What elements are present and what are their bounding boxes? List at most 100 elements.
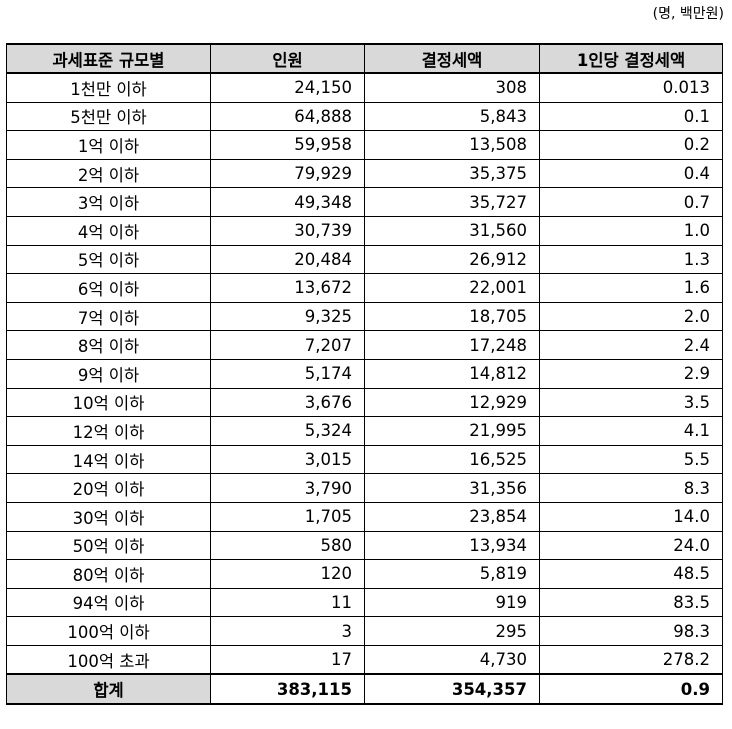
bracket-cell: 14억 이하: [6, 444, 211, 475]
table-row: 94억 이하 11 919 83.5: [6, 587, 723, 618]
tax-amount-cell: 5,843: [364, 101, 540, 132]
bracket-cell: 50억 이하: [6, 530, 211, 561]
persons-cell: 7,207: [210, 330, 365, 360]
persons-cell: 120: [210, 559, 365, 589]
tax-amount-cell: 13,934: [364, 530, 540, 561]
header-bracket: 과세표준 규모별: [6, 43, 211, 74]
table-row: 4억 이하 30,739 31,560 1.0: [6, 215, 723, 246]
bracket-cell: 2억 이하: [6, 158, 211, 189]
tax-per-person-cell: 1.6: [539, 273, 723, 303]
table-row: 100억 이하 3 295 98.3: [6, 616, 723, 646]
persons-cell: 3,676: [210, 387, 365, 418]
tax-per-person-cell: 278.2: [539, 644, 723, 675]
table-row: 20억 이하 3,790 31,356 8.3: [6, 473, 723, 503]
table-row: 3억 이하 49,348 35,727 0.7: [6, 187, 723, 217]
tax-per-person-cell: 0.7: [539, 187, 723, 217]
persons-cell: 9,325: [210, 301, 365, 332]
persons-cell: 3,790: [210, 473, 365, 503]
tax-amount-cell: 21,995: [364, 416, 540, 446]
tax-amount-cell: 35,375: [364, 158, 540, 189]
table-row: 1천만 이하 24,150 308 0.013: [6, 72, 723, 103]
tax-per-person-cell: 14.0: [539, 501, 723, 532]
tax-amount-cell: 31,560: [364, 215, 540, 246]
persons-cell: 580: [210, 530, 365, 561]
bracket-cell: 10억 이하: [6, 387, 211, 418]
tax-bracket-table: 과세표준 규모별 인원 결정세액 1인당 결정세액 1천만 이하 24,150 30…: [6, 43, 723, 706]
tax-amount-cell: 13,508: [364, 130, 540, 160]
tax-amount-cell: 14,812: [364, 358, 540, 389]
tax-per-person-cell: 48.5: [539, 559, 723, 589]
bracket-cell: 100억 초과: [6, 644, 211, 675]
tax-amount-cell: 35,727: [364, 187, 540, 217]
bracket-cell: 20억 이하: [6, 473, 211, 503]
bracket-cell: 4억 이하: [6, 215, 211, 246]
total-tax-per-person: 0.9: [539, 673, 723, 706]
persons-cell: 3,015: [210, 444, 365, 475]
table-row: 30억 이하 1,705 23,854 14.0: [6, 501, 723, 532]
tax-per-person-cell: 0.013: [539, 72, 723, 103]
header-row: 과세표준 규모별 인원 결정세액 1인당 결정세액: [6, 43, 723, 74]
tax-per-person-cell: 0.4: [539, 158, 723, 189]
total-row: 합계 383,115 354,357 0.9: [6, 673, 723, 706]
bracket-cell: 6억 이하: [6, 273, 211, 303]
table-row: 2억 이하 79,929 35,375 0.4: [6, 158, 723, 189]
persons-cell: 64,888: [210, 101, 365, 132]
tax-amount-cell: 308: [364, 72, 540, 103]
bracket-cell: 12억 이하: [6, 416, 211, 446]
persons-cell: 11: [210, 587, 365, 618]
bracket-cell: 30억 이하: [6, 501, 211, 532]
tax-per-person-cell: 98.3: [539, 616, 723, 646]
persons-cell: 13,672: [210, 273, 365, 303]
table-row: 80억 이하 120 5,819 48.5: [6, 559, 723, 589]
tax-per-person-cell: 2.4: [539, 330, 723, 360]
table-row: 100억 초과 17 4,730 278.2: [6, 644, 723, 675]
table-row: 6억 이하 13,672 22,001 1.6: [6, 273, 723, 303]
tax-per-person-cell: 5.5: [539, 444, 723, 475]
table-row: 12억 이하 5,324 21,995 4.1: [6, 416, 723, 446]
bracket-cell: 7억 이하: [6, 301, 211, 332]
tax-per-person-cell: 4.1: [539, 416, 723, 446]
bracket-cell: 5천만 이하: [6, 101, 211, 132]
table-row: 1억 이하 59,958 13,508 0.2: [6, 130, 723, 160]
tax-per-person-cell: 2.9: [539, 358, 723, 389]
table-row: 10억 이하 3,676 12,929 3.5: [6, 387, 723, 418]
persons-cell: 3: [210, 616, 365, 646]
tax-per-person-cell: 0.2: [539, 130, 723, 160]
table-row: 9억 이하 5,174 14,812 2.9: [6, 358, 723, 389]
tax-amount-cell: 295: [364, 616, 540, 646]
tax-per-person-cell: 3.5: [539, 387, 723, 418]
table-row: 14억 이하 3,015 16,525 5.5: [6, 444, 723, 475]
tax-amount-cell: 31,356: [364, 473, 540, 503]
tax-per-person-cell: 2.0: [539, 301, 723, 332]
table-row: 5억 이하 20,484 26,912 1.3: [6, 244, 723, 275]
tax-amount-cell: 5,819: [364, 559, 540, 589]
bracket-cell: 94억 이하: [6, 587, 211, 618]
bracket-cell: 100억 이하: [6, 616, 211, 646]
persons-cell: 59,958: [210, 130, 365, 160]
tax-per-person-cell: 0.1: [539, 101, 723, 132]
tax-amount-cell: 22,001: [364, 273, 540, 303]
persons-cell: 24,150: [210, 72, 365, 103]
tax-amount-cell: 16,525: [364, 444, 540, 475]
table-row: 50억 이하 580 13,934 24.0: [6, 530, 723, 561]
tax-amount-cell: 12,929: [364, 387, 540, 418]
tax-amount-cell: 919: [364, 587, 540, 618]
unit-note: (명, 백만원): [652, 6, 724, 22]
persons-cell: 5,174: [210, 358, 365, 389]
persons-cell: 79,929: [210, 158, 365, 189]
table-row: 8억 이하 7,207 17,248 2.4: [6, 330, 723, 360]
tax-per-person-cell: 83.5: [539, 587, 723, 618]
tax-amount-cell: 23,854: [364, 501, 540, 532]
tax-per-person-cell: 8.3: [539, 473, 723, 503]
tax-per-person-cell: 24.0: [539, 530, 723, 561]
tax-per-person-cell: 1.3: [539, 244, 723, 275]
header-tax-amount: 결정세액: [364, 43, 540, 74]
tax-amount-cell: 17,248: [364, 330, 540, 360]
total-label: 합계: [6, 673, 211, 706]
persons-cell: 20,484: [210, 244, 365, 275]
persons-cell: 17: [210, 644, 365, 675]
table-row: 7억 이하 9,325 18,705 2.0: [6, 301, 723, 332]
persons-cell: 5,324: [210, 416, 365, 446]
bracket-cell: 1천만 이하: [6, 72, 211, 103]
header-tax-per-person: 1인당 결정세액: [539, 43, 723, 74]
